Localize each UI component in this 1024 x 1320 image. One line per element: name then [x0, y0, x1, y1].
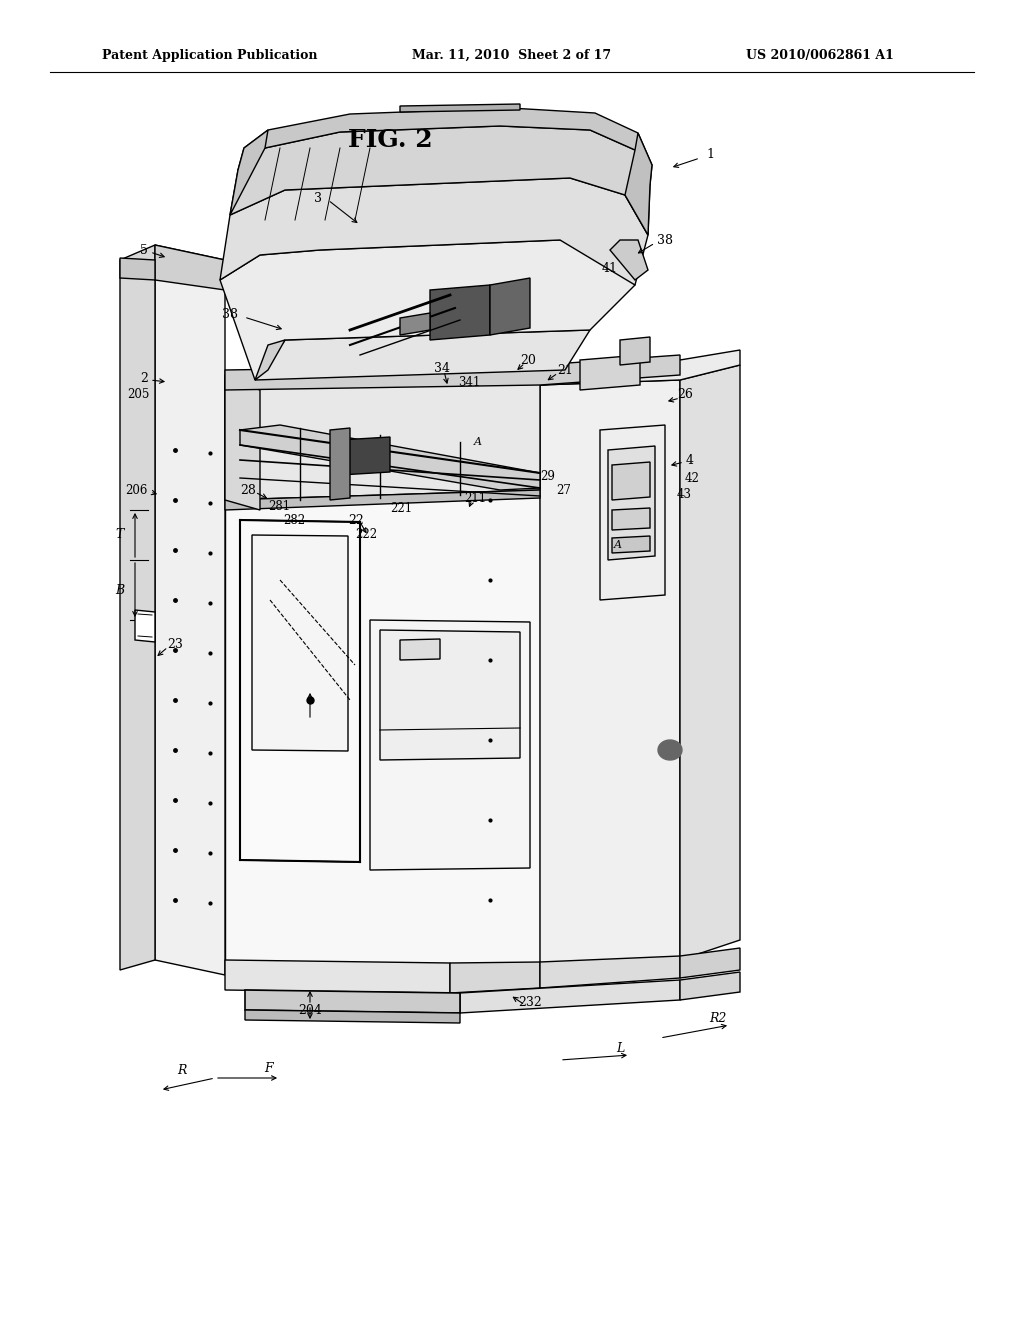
- Polygon shape: [225, 360, 680, 389]
- Polygon shape: [580, 355, 640, 389]
- Polygon shape: [240, 520, 360, 862]
- Polygon shape: [460, 979, 680, 1012]
- Polygon shape: [612, 508, 650, 531]
- Text: 23: 23: [167, 639, 183, 652]
- Text: 232: 232: [518, 995, 542, 1008]
- Polygon shape: [610, 240, 648, 280]
- Polygon shape: [120, 257, 155, 280]
- Polygon shape: [540, 350, 740, 385]
- Text: 1: 1: [706, 149, 714, 161]
- Text: 4: 4: [686, 454, 694, 466]
- Polygon shape: [225, 490, 540, 510]
- Text: 281: 281: [268, 499, 290, 512]
- Text: A: A: [614, 540, 622, 550]
- Polygon shape: [400, 313, 430, 335]
- Polygon shape: [612, 536, 650, 553]
- Polygon shape: [490, 279, 530, 335]
- Text: 20: 20: [520, 354, 536, 367]
- Polygon shape: [680, 948, 740, 978]
- Text: 41: 41: [602, 261, 618, 275]
- Text: 43: 43: [677, 487, 692, 500]
- Text: 5: 5: [140, 243, 148, 256]
- Text: Mar. 11, 2010  Sheet 2 of 17: Mar. 11, 2010 Sheet 2 of 17: [413, 49, 611, 62]
- Polygon shape: [225, 960, 450, 993]
- Polygon shape: [370, 620, 530, 870]
- Polygon shape: [120, 246, 155, 970]
- Polygon shape: [155, 246, 225, 975]
- Polygon shape: [340, 437, 390, 475]
- Polygon shape: [225, 380, 540, 965]
- Text: 211: 211: [464, 491, 486, 504]
- Text: 282: 282: [283, 513, 305, 527]
- Text: 26: 26: [677, 388, 693, 401]
- Text: 205: 205: [128, 388, 150, 401]
- Text: 29: 29: [541, 470, 555, 483]
- Text: 38: 38: [222, 309, 238, 322]
- Text: 21: 21: [557, 363, 573, 376]
- Polygon shape: [540, 380, 680, 965]
- Polygon shape: [255, 330, 590, 380]
- Polygon shape: [225, 380, 260, 510]
- Polygon shape: [220, 240, 635, 380]
- Polygon shape: [225, 375, 540, 500]
- Polygon shape: [400, 639, 440, 660]
- Polygon shape: [252, 535, 348, 751]
- Polygon shape: [680, 972, 740, 1001]
- Polygon shape: [680, 366, 740, 960]
- Text: 42: 42: [685, 471, 699, 484]
- Polygon shape: [135, 610, 155, 642]
- Text: 22: 22: [348, 513, 364, 527]
- Polygon shape: [220, 178, 648, 285]
- Polygon shape: [625, 133, 652, 235]
- Text: T: T: [116, 528, 124, 541]
- Polygon shape: [225, 355, 680, 389]
- Text: Patent Application Publication: Patent Application Publication: [102, 49, 317, 62]
- Text: 222: 222: [355, 528, 377, 541]
- Text: L: L: [615, 1041, 624, 1055]
- Polygon shape: [600, 425, 665, 601]
- Polygon shape: [620, 337, 650, 366]
- Polygon shape: [380, 630, 520, 760]
- Text: US 2010/0062861 A1: US 2010/0062861 A1: [746, 49, 894, 62]
- Polygon shape: [430, 285, 490, 341]
- Text: 341: 341: [458, 375, 480, 388]
- Polygon shape: [240, 425, 540, 490]
- Text: 38: 38: [657, 234, 673, 247]
- Text: R2: R2: [710, 1011, 727, 1024]
- Polygon shape: [612, 462, 650, 500]
- Polygon shape: [608, 446, 655, 560]
- Polygon shape: [238, 108, 652, 185]
- Polygon shape: [230, 125, 650, 235]
- Text: F: F: [264, 1061, 272, 1074]
- Text: A: A: [474, 437, 482, 447]
- Polygon shape: [400, 104, 520, 112]
- Text: 221: 221: [390, 502, 412, 515]
- Polygon shape: [450, 962, 540, 993]
- Text: 3: 3: [314, 191, 322, 205]
- Text: 28: 28: [240, 483, 256, 496]
- Polygon shape: [230, 129, 268, 215]
- Text: R: R: [177, 1064, 186, 1077]
- Polygon shape: [245, 990, 460, 1012]
- Polygon shape: [658, 741, 682, 760]
- Polygon shape: [245, 1010, 460, 1023]
- Polygon shape: [255, 341, 285, 380]
- Text: FIG. 2: FIG. 2: [348, 128, 432, 152]
- Text: 27: 27: [557, 483, 571, 496]
- Text: 206: 206: [126, 483, 148, 496]
- Text: 34: 34: [434, 362, 450, 375]
- Polygon shape: [155, 246, 225, 290]
- Text: 204: 204: [298, 1003, 322, 1016]
- Text: B: B: [116, 583, 125, 597]
- Polygon shape: [330, 428, 350, 500]
- Text: 2: 2: [140, 371, 148, 384]
- Polygon shape: [540, 956, 680, 987]
